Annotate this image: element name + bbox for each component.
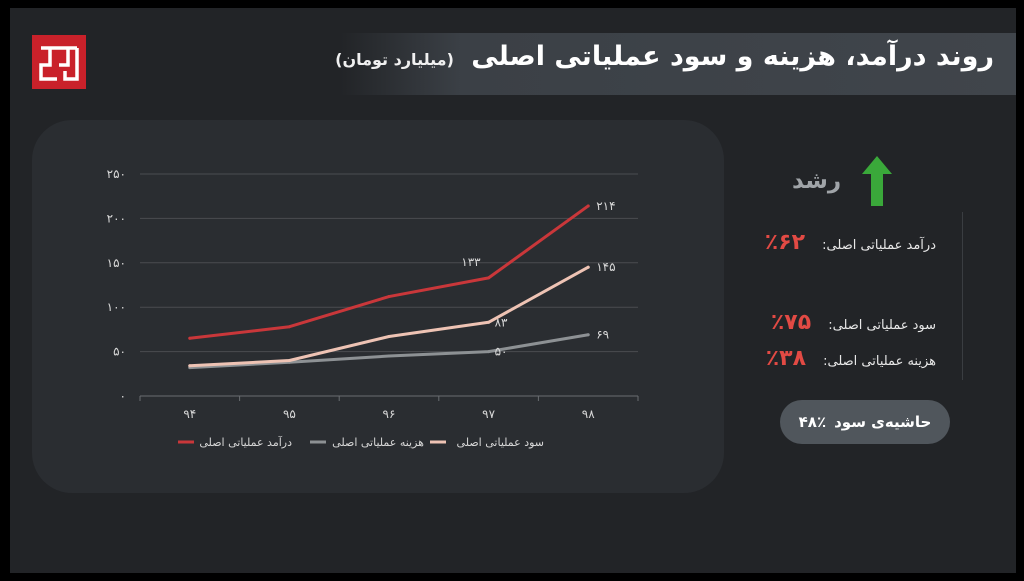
data-label: ۸۳ [495, 315, 508, 329]
data-label: ۵۰ [495, 345, 508, 359]
y-tick-label: ۰ [120, 389, 126, 403]
growth-profit-value: ۷۵٪ [770, 310, 812, 335]
data-label: ۲۱۴ [596, 199, 615, 213]
data-point [586, 333, 590, 337]
profit-margin-value: ۴۸٪ [798, 413, 827, 431]
data-point [487, 276, 491, 280]
growth-cost: هزینه عملیاتی اصلی: ۳۸٪ [766, 346, 936, 371]
x-tick-label: ۹۴ [183, 407, 196, 421]
growth-revenue-value: ۶۲٪ [764, 230, 806, 255]
data-point [487, 350, 491, 354]
data-point [287, 358, 291, 362]
data-point [387, 295, 391, 299]
series-line [188, 265, 590, 368]
growth-cost-label: هزینه عملیاتی اصلی: [823, 354, 936, 369]
growth-revenue: درآمد عملیاتی اصلی: ۶۲٪ [765, 230, 936, 255]
y-tick-label: ۲۵۰ [107, 167, 126, 181]
x-tick-label: ۹۸ [582, 407, 595, 421]
series-line [188, 204, 590, 340]
data-label: ۶۹ [596, 328, 609, 342]
arrow-up-icon [862, 156, 892, 210]
title-bar: روند درآمد، هزینه و سود عملیاتی اصلی (می… [335, 33, 1016, 95]
data-label: ۱۳۳ [461, 255, 481, 269]
growth-revenue-label: درآمد عملیاتی اصلی: [822, 238, 936, 253]
title-unit: (میلیارد تومان) [335, 50, 454, 69]
screen: روند درآمد، هزینه و سود عملیاتی اصلی (می… [10, 8, 1016, 573]
data-point [586, 204, 590, 208]
data-point [188, 336, 192, 340]
data-point [586, 265, 590, 269]
y-tick-label: ۱۵۰ [107, 256, 126, 270]
growth-title: رشد [792, 168, 842, 194]
chart-card: ۰ ۵۰ ۱۰۰ ۱۵۰ ۲۰۰ ۲۵۰ ۹۴ ۹۵ ۹۶ ۹۷ ۹۸ ۱۳۳ ۲۱۴ ۸۳ ۱۴۵ ۵۰ ۶۹… [32, 120, 724, 493]
data-point [188, 364, 192, 368]
data-label: ۱۴۵ [596, 260, 615, 274]
growth-profit-label: سود عملیاتی اصلی: [828, 318, 936, 333]
y-tick-label: ۵۰ [113, 345, 126, 359]
tg-logo-icon [32, 35, 86, 89]
profit-margin-label: حاشیه‌ی سود [834, 413, 932, 431]
x-tick-label: ۹۵ [283, 407, 296, 421]
growth-profit: سود عملیاتی اصلی: ۷۵٪ [771, 310, 936, 335]
x-tick-label: ۹۷ [482, 407, 495, 421]
data-point [387, 335, 391, 339]
data-point [287, 325, 291, 329]
profit-margin-badge: حاشیه‌ی سود ۴۸٪ [780, 400, 950, 444]
y-tick-label: ۲۰۰ [107, 211, 126, 225]
x-tick-label: ۹۶ [383, 407, 396, 421]
line-chart: ۰ ۵۰ ۱۰۰ ۱۵۰ ۲۰۰ ۲۵۰ ۹۴ ۹۵ ۹۶ ۹۷ ۹۸ ۱۳۳ ۲۱۴ ۸۳ ۱۴۵ ۵۰ ۶۹… [107, 167, 639, 449]
title-main: روند درآمد، هزینه و سود عملیاتی اصلی [471, 41, 994, 72]
page-title: روند درآمد، هزینه و سود عملیاتی اصلی (می… [335, 41, 994, 72]
data-point [487, 320, 491, 324]
divider [962, 212, 963, 380]
legend-label: هزینه عملیاتی اصلی [332, 436, 424, 449]
data-point [387, 354, 391, 358]
legend-label: سود عملیاتی اصلی [457, 436, 544, 449]
y-tick-label: ۱۰۰ [107, 300, 126, 314]
legend-label: درآمد عملیاتی اصلی [199, 435, 292, 449]
growth-cost-value: ۳۸٪ [765, 346, 807, 371]
